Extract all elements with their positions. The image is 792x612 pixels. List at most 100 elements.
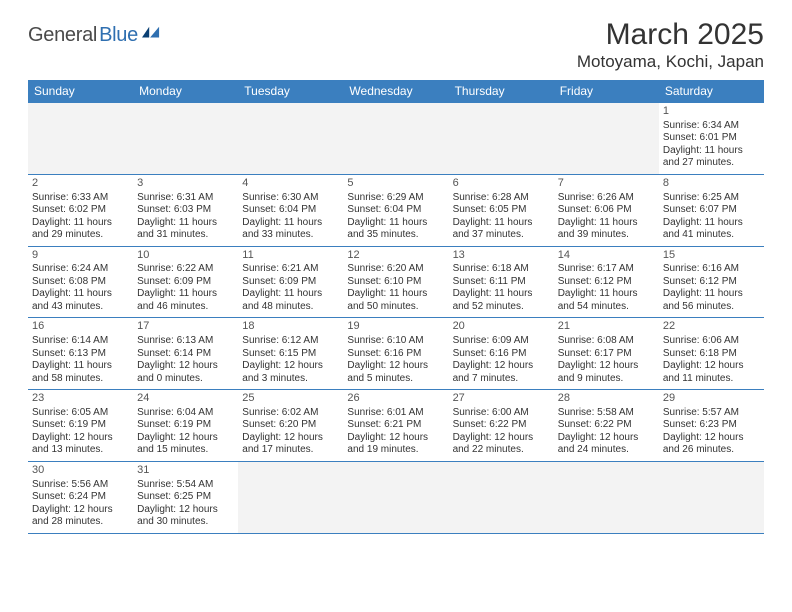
sunrise-line: Sunrise: 6:24 AM — [32, 263, 129, 276]
day-number: 27 — [453, 392, 550, 406]
day-cell: 5Sunrise: 6:29 AMSunset: 6:04 PMDaylight… — [343, 175, 448, 246]
day-cell: 26Sunrise: 6:01 AMSunset: 6:21 PMDayligh… — [343, 390, 448, 461]
sunset-line: Sunset: 6:08 PM — [32, 276, 129, 289]
day-cell: 8Sunrise: 6:25 AMSunset: 6:07 PMDaylight… — [659, 175, 764, 246]
sunset-line: Sunset: 6:23 PM — [663, 419, 760, 432]
sunrise-line: Sunrise: 6:34 AM — [663, 120, 760, 133]
dow-cell: Wednesday — [343, 80, 448, 103]
day-cell-blank — [343, 103, 448, 174]
sunset-line: Sunset: 6:22 PM — [558, 419, 655, 432]
day-number: 16 — [32, 320, 129, 334]
location: Motoyama, Kochi, Japan — [577, 52, 764, 72]
day-number: 20 — [453, 320, 550, 334]
daylight-line: Daylight: 12 hours and 30 minutes. — [137, 504, 234, 529]
sunrise-line: Sunrise: 5:57 AM — [663, 407, 760, 420]
sunrise-line: Sunrise: 6:09 AM — [453, 335, 550, 348]
daylight-line: Daylight: 12 hours and 19 minutes. — [347, 432, 444, 457]
sunset-line: Sunset: 6:15 PM — [242, 348, 339, 361]
day-number: 25 — [242, 392, 339, 406]
day-cell: 12Sunrise: 6:20 AMSunset: 6:10 PMDayligh… — [343, 247, 448, 318]
day-cell-blank — [554, 462, 659, 533]
day-number: 22 — [663, 320, 760, 334]
daylight-line: Daylight: 12 hours and 3 minutes. — [242, 360, 339, 385]
sunrise-line: Sunrise: 6:01 AM — [347, 407, 444, 420]
day-number: 23 — [32, 392, 129, 406]
sunrise-line: Sunrise: 6:02 AM — [242, 407, 339, 420]
day-cell-blank — [554, 103, 659, 174]
day-cell: 28Sunrise: 5:58 AMSunset: 6:22 PMDayligh… — [554, 390, 659, 461]
sunrise-line: Sunrise: 6:22 AM — [137, 263, 234, 276]
sunrise-line: Sunrise: 6:13 AM — [137, 335, 234, 348]
sunrise-line: Sunrise: 6:17 AM — [558, 263, 655, 276]
sunrise-line: Sunrise: 5:58 AM — [558, 407, 655, 420]
sunset-line: Sunset: 6:04 PM — [242, 204, 339, 217]
week-row: 30Sunrise: 5:56 AMSunset: 6:24 PMDayligh… — [28, 462, 764, 534]
header: General Blue March 2025 Motoyama, Kochi,… — [28, 18, 764, 72]
sunrise-line: Sunrise: 6:26 AM — [558, 192, 655, 205]
sunset-line: Sunset: 6:03 PM — [137, 204, 234, 217]
daylight-line: Daylight: 12 hours and 26 minutes. — [663, 432, 760, 457]
daylight-line: Daylight: 11 hours and 54 minutes. — [558, 288, 655, 313]
sunset-line: Sunset: 6:01 PM — [663, 132, 760, 145]
day-number: 3 — [137, 177, 234, 191]
sunrise-line: Sunrise: 6:21 AM — [242, 263, 339, 276]
day-cell-blank — [449, 462, 554, 533]
sunset-line: Sunset: 6:20 PM — [242, 419, 339, 432]
daylight-line: Daylight: 11 hours and 43 minutes. — [32, 288, 129, 313]
day-number: 9 — [32, 249, 129, 263]
sunset-line: Sunset: 6:19 PM — [137, 419, 234, 432]
day-cell: 21Sunrise: 6:08 AMSunset: 6:17 PMDayligh… — [554, 318, 659, 389]
day-cell: 1Sunrise: 6:34 AMSunset: 6:01 PMDaylight… — [659, 103, 764, 174]
sunset-line: Sunset: 6:17 PM — [558, 348, 655, 361]
sunset-line: Sunset: 6:12 PM — [558, 276, 655, 289]
day-number: 15 — [663, 249, 760, 263]
daylight-line: Daylight: 11 hours and 35 minutes. — [347, 217, 444, 242]
day-cell-blank — [133, 103, 238, 174]
sunset-line: Sunset: 6:18 PM — [663, 348, 760, 361]
day-cell-blank — [449, 103, 554, 174]
daylight-line: Daylight: 12 hours and 17 minutes. — [242, 432, 339, 457]
daylight-line: Daylight: 12 hours and 11 minutes. — [663, 360, 760, 385]
day-number: 10 — [137, 249, 234, 263]
sunset-line: Sunset: 6:13 PM — [32, 348, 129, 361]
daylight-line: Daylight: 11 hours and 37 minutes. — [453, 217, 550, 242]
daylight-line: Daylight: 12 hours and 7 minutes. — [453, 360, 550, 385]
logo-text-blue: Blue — [99, 24, 138, 47]
day-number: 2 — [32, 177, 129, 191]
logo: General Blue — [28, 18, 160, 47]
daylight-line: Daylight: 11 hours and 31 minutes. — [137, 217, 234, 242]
dow-cell: Saturday — [659, 80, 764, 103]
day-cell: 10Sunrise: 6:22 AMSunset: 6:09 PMDayligh… — [133, 247, 238, 318]
daylight-line: Daylight: 11 hours and 50 minutes. — [347, 288, 444, 313]
day-number: 5 — [347, 177, 444, 191]
daylight-line: Daylight: 12 hours and 0 minutes. — [137, 360, 234, 385]
dow-cell: Sunday — [28, 80, 133, 103]
sunrise-line: Sunrise: 6:10 AM — [347, 335, 444, 348]
daylight-line: Daylight: 12 hours and 13 minutes. — [32, 432, 129, 457]
sunset-line: Sunset: 6:14 PM — [137, 348, 234, 361]
sunrise-line: Sunrise: 5:56 AM — [32, 479, 129, 492]
daylight-line: Daylight: 12 hours and 9 minutes. — [558, 360, 655, 385]
daylight-line: Daylight: 11 hours and 56 minutes. — [663, 288, 760, 313]
daylight-line: Daylight: 11 hours and 46 minutes. — [137, 288, 234, 313]
daylight-line: Daylight: 11 hours and 41 minutes. — [663, 217, 760, 242]
week-row: 16Sunrise: 6:14 AMSunset: 6:13 PM Dayligh… — [28, 318, 764, 390]
day-number: 19 — [347, 320, 444, 334]
day-cell: 4Sunrise: 6:30 AMSunset: 6:04 PMDaylight… — [238, 175, 343, 246]
sunset-line: Sunset: 6:04 PM — [347, 204, 444, 217]
week-row: 23Sunrise: 6:05 AMSunset: 6:19 PMDayligh… — [28, 390, 764, 462]
daylight-line: Daylight: 11 hours and 33 minutes. — [242, 217, 339, 242]
day-cell: 31Sunrise: 5:54 AMSunset: 6:25 PMDayligh… — [133, 462, 238, 533]
sunrise-line: Sunrise: 6:14 AM — [32, 335, 129, 348]
sunset-line: Sunset: 6:07 PM — [663, 204, 760, 217]
sunrise-line: Sunrise: 6:16 AM — [663, 263, 760, 276]
daylight-line: Daylight: 11 hours and 48 minutes. — [242, 288, 339, 313]
day-cell-blank — [238, 103, 343, 174]
day-number: 4 — [242, 177, 339, 191]
day-cell-blank — [238, 462, 343, 533]
daylight-line: Daylight: 12 hours and 15 minutes. — [137, 432, 234, 457]
day-cell: 17Sunrise: 6:13 AMSunset: 6:14 PMDayligh… — [133, 318, 238, 389]
sunset-line: Sunset: 6:02 PM — [32, 204, 129, 217]
day-number: 24 — [137, 392, 234, 406]
day-number: 1 — [663, 105, 760, 119]
